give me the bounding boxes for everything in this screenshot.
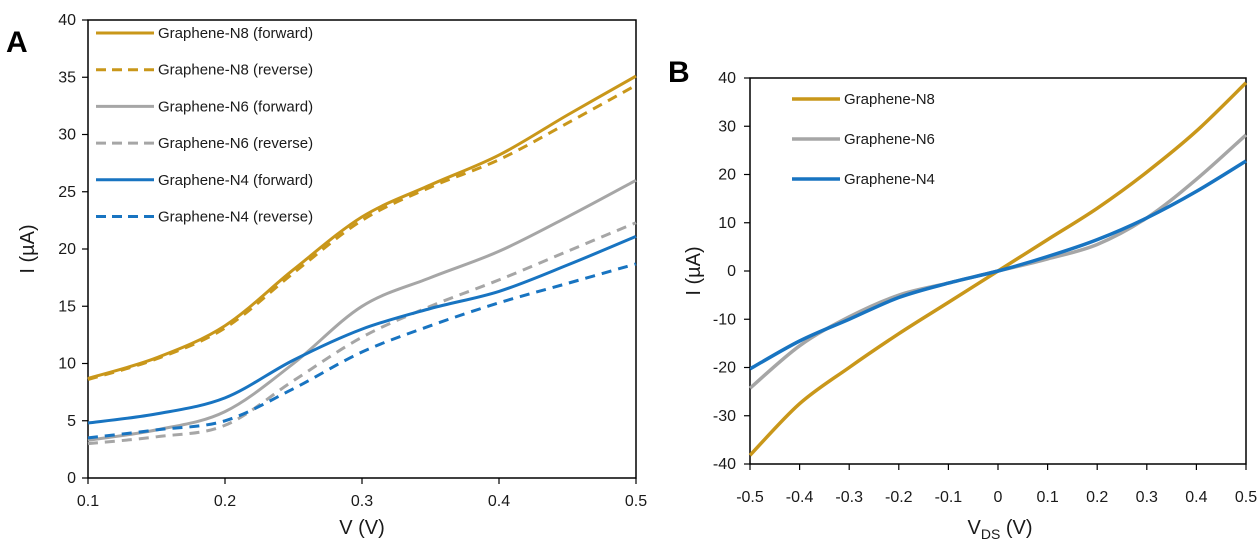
y-tick-label-a-8: 40 — [58, 12, 76, 29]
series-line-graphene-n8-reverse — [87, 83, 637, 381]
legend-label-graphene-n8: Graphene-N8 — [844, 91, 935, 108]
legend-label-graphene-n4-reverse: Graphene-N4 (reverse) — [158, 209, 313, 226]
x-tick-label-a-4: 0.5 — [625, 493, 647, 510]
y-tick-label-b-1: -30 — [713, 408, 736, 425]
x-tick-label-b-2: -0.3 — [835, 489, 863, 506]
series-line-graphene-n6-reverse — [87, 221, 637, 446]
legend-b: Graphene-N8 Graphene-N6 Graphene-N4 — [792, 91, 935, 188]
y-tick-label-a-3: 15 — [58, 298, 76, 315]
y-tick-label-b-2: -20 — [713, 360, 736, 377]
y-tick-label-b-3: -10 — [713, 311, 736, 328]
y-tick-label-a-0: 0 — [67, 470, 76, 487]
ticks-group-b: -0.5 -0.4 -0.3 -0.2 -0.1 0 0.1 0.2 0.3 0.4 0.5 -40 -… — [713, 70, 1257, 506]
x-tick-label-b-4: -0.1 — [935, 489, 963, 506]
plot-area-a — [87, 19, 637, 479]
series-group-a — [87, 74, 637, 446]
y-tick-label-a-7: 35 — [58, 69, 76, 86]
y-axis-label-a: I (µA) — [17, 224, 39, 273]
y-axis-label-b: I (µA) — [683, 246, 705, 295]
series-line-graphene-n6 — [748, 133, 1248, 390]
x-tick-label-a-3: 0.4 — [488, 493, 510, 510]
y-tick-label-b-6: 20 — [718, 167, 736, 184]
chart-a: A 0.1 0.2 0.3 0.4 0.5 0 5 10 15 20 25 30 35 40 Graphe… — [6, 12, 647, 539]
y-tick-label-b-5: 10 — [718, 215, 736, 232]
ticks-group-a: 0.1 0.2 0.3 0.4 0.5 0 5 10 15 20 25 30 35 40 — [58, 12, 647, 510]
series-line-graphene-n4 — [749, 159, 1247, 371]
y-tick-label-a-6: 30 — [58, 127, 76, 144]
series-line-graphene-n4-forward — [87, 235, 637, 425]
panel-label-a: A — [6, 26, 28, 59]
y-tick-label-b-4: 0 — [727, 263, 736, 280]
x-tick-label-a-0: 0.1 — [77, 493, 99, 510]
legend-a: Graphene-N8 (forward) Graphene-N8 (revers… — [96, 25, 313, 226]
x-tick-label-b-9: 0.4 — [1185, 489, 1207, 506]
y-tick-label-b-8: 40 — [718, 70, 736, 87]
x-tick-label-b-6: 0.1 — [1036, 489, 1058, 506]
legend-label-graphene-n6-forward: Graphene-N6 (forward) — [158, 98, 313, 115]
y-tick-label-a-4: 20 — [58, 241, 76, 258]
series-group-b — [748, 81, 1248, 457]
x-tick-label-b-8: 0.3 — [1136, 489, 1158, 506]
panel-label-b: B — [668, 56, 690, 89]
x-tick-label-b-7: 0.2 — [1086, 489, 1108, 506]
x-tick-label-b-1: -0.4 — [786, 489, 814, 506]
x-axis-label-b: VDS (V) — [967, 517, 1032, 542]
x-tick-label-a-2: 0.3 — [351, 493, 373, 510]
y-tick-label-b-7: 30 — [718, 118, 736, 135]
legend-label-graphene-n8-forward: Graphene-N8 (forward) — [158, 25, 313, 42]
legend-label-graphene-n6-reverse: Graphene-N6 (reverse) — [158, 135, 313, 152]
legend-label-graphene-n6: Graphene-N6 — [844, 131, 935, 148]
x-tick-label-b-3: -0.2 — [885, 489, 913, 506]
legend-label-graphene-n4-forward: Graphene-N4 (forward) — [158, 172, 313, 189]
y-tick-label-b-0: -40 — [713, 456, 736, 473]
legend-label-graphene-n4: Graphene-N4 — [844, 171, 935, 188]
series-line-graphene-n6-forward — [87, 178, 637, 442]
x-tick-label-a-1: 0.2 — [214, 493, 236, 510]
x-tick-label-b-0: -0.5 — [736, 489, 764, 506]
y-tick-label-a-5: 25 — [58, 184, 76, 201]
y-tick-label-a-2: 10 — [58, 356, 76, 373]
y-tick-label-a-1: 5 — [67, 413, 76, 430]
x-axis-label-a: V (V) — [339, 517, 385, 539]
series-line-graphene-n8-forward — [87, 74, 637, 380]
legend-label-graphene-n8-reverse: Graphene-N8 (reverse) — [158, 62, 313, 79]
x-tick-label-b-10: 0.5 — [1235, 489, 1257, 506]
chart-b: B -0.5 -0.4 -0.3 -0.2 -0.1 0 0.1 0.2 0.3 0.4 0.5 -4… — [668, 56, 1257, 542]
series-line-graphene-n4-reverse — [87, 262, 637, 440]
x-tick-label-b-5: 0 — [994, 489, 1003, 506]
